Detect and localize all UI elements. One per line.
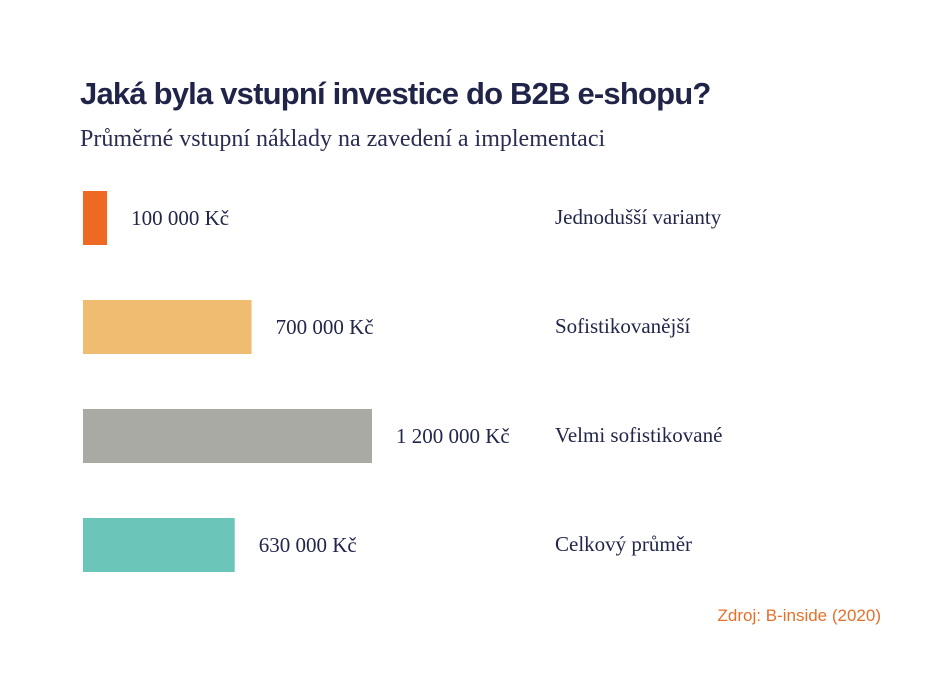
category-label: Sofistikovanější: [555, 314, 690, 338]
bar-value-label: 100 000 Kč: [131, 206, 229, 230]
category-label: Jednodušší varianty: [555, 205, 722, 229]
category-label: Celkový průměr: [555, 532, 692, 556]
category-label: Velmi sofistikované: [555, 423, 722, 447]
bar: [83, 191, 108, 245]
bar: [83, 300, 252, 354]
bar-value-label: 700 000 Kč: [276, 315, 374, 339]
bar-value-label: 630 000 Kč: [259, 533, 357, 557]
bar: [83, 518, 235, 572]
bar-value-label: 1 200 000 Kč: [396, 424, 510, 448]
chart-subtitle: Průměrné vstupní náklady na zavedení a i…: [80, 126, 606, 152]
bar: [83, 409, 372, 463]
chart-title: Jaká byla vstupní investice do B2B e-sho…: [80, 76, 711, 111]
source-note: Zdroj: B-inside (2020): [717, 606, 881, 625]
